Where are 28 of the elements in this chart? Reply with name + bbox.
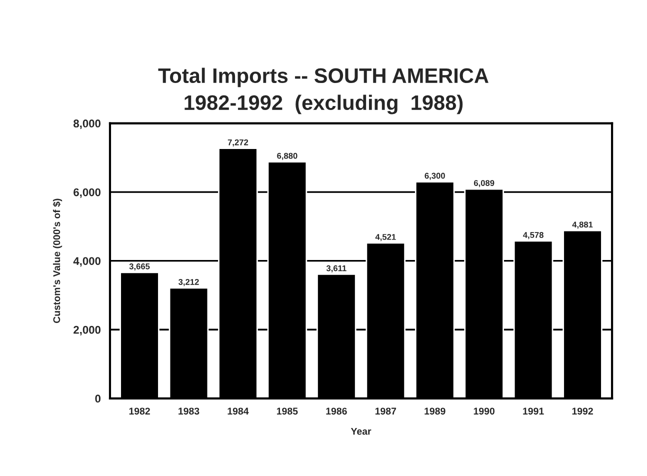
data-label: 6,089	[474, 180, 494, 188]
data-label: 4,521	[375, 234, 396, 242]
x-axis-title: Year	[350, 428, 372, 435]
x-tick-label: 1990	[474, 408, 494, 415]
x-tick-label: 1987	[375, 408, 396, 415]
data-label: 4,578	[523, 232, 544, 240]
y-tick-label: 8,000	[74, 120, 101, 130]
data-label: 4,881	[572, 222, 593, 229]
data-label: 3,665	[129, 263, 150, 271]
data-label: 3,212	[178, 279, 199, 286]
x-tick-label: 1991	[523, 408, 544, 415]
y-tick-label: 2,000	[74, 326, 101, 336]
x-tick-label: 1983	[178, 408, 200, 415]
y-tick-label: 6,000	[74, 188, 101, 198]
data-label: 6,880	[277, 152, 298, 160]
y-tick-label: 0	[95, 394, 101, 403]
y-tick-label: 4,000	[73, 257, 101, 267]
data-label: 3,611	[326, 265, 346, 272]
x-tick-label: 1982	[129, 408, 150, 415]
x-tick-label: 1992	[572, 408, 593, 415]
data-label: 7,272	[228, 139, 248, 146]
x-tick-label: 1989	[424, 408, 446, 415]
x-tick-label: 1986	[326, 408, 347, 415]
y-axis-title: Custom's Value (000's of $)	[52, 198, 62, 323]
x-tick-label: 1984	[228, 408, 249, 415]
data-label: 6,300	[424, 172, 445, 180]
x-tick-label: 1985	[276, 408, 298, 415]
chart-title: Total Imports -- SOUTH AMERICA 1982-1992 (excluding 1988)	[158, 68, 488, 114]
